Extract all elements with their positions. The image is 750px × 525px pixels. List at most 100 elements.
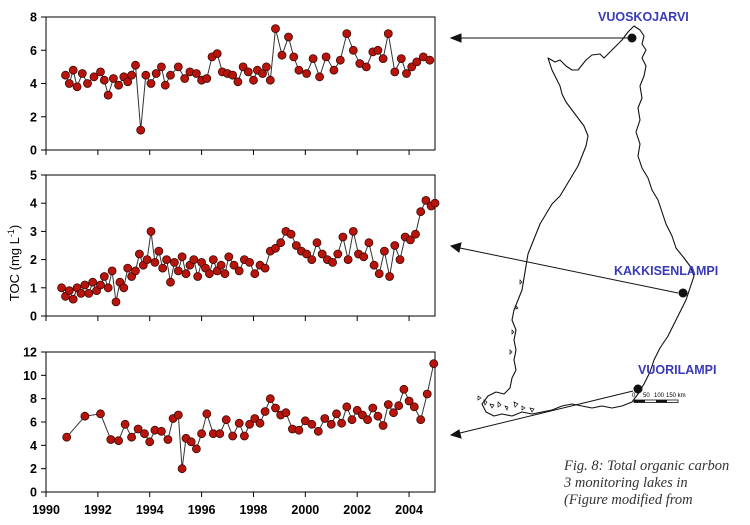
x-tick-label: 2000 [291, 503, 319, 517]
data-point [326, 419, 336, 429]
lake-label-kakkisenlampi: KAKKISENLAMPI [614, 264, 718, 278]
data-point [166, 277, 175, 287]
data-point [111, 297, 121, 307]
data-point [204, 269, 214, 279]
x-axis-tick-labels: 1990 1992 1994 1996 1998 2000 2002 2004 [32, 503, 423, 517]
data-point [208, 255, 218, 265]
data-point [228, 431, 238, 441]
data-point [141, 70, 151, 80]
data-point [348, 45, 358, 55]
data-point [177, 252, 187, 262]
y-tick-label: 2 [30, 253, 37, 267]
x-tick-label: 1996 [188, 503, 216, 517]
data-point [181, 269, 191, 279]
data-point [276, 238, 286, 248]
data-point [332, 409, 341, 419]
data-point [180, 74, 190, 83]
data-point [76, 288, 86, 298]
data-point [186, 437, 196, 447]
scale-label-150: 150 km [666, 393, 686, 399]
x-tick-label: 1992 [84, 503, 112, 517]
data-point [89, 72, 99, 82]
data-point [154, 246, 164, 256]
data-point [96, 409, 105, 419]
chart-panel-kakkisenlampi: 0 1 2 3 4 5 [30, 169, 440, 324]
data-point [127, 70, 137, 80]
data-point [359, 252, 369, 262]
y-tick-label: 4 [30, 197, 37, 211]
data-point [119, 283, 129, 293]
data-point [378, 421, 388, 430]
data-point [160, 80, 170, 90]
data-point [271, 243, 280, 253]
x-tick-label: 1994 [136, 503, 164, 517]
data-point [163, 435, 173, 444]
lake-marker-vuoskojarvi [627, 33, 637, 43]
data-point [80, 280, 90, 290]
data-point [197, 429, 207, 439]
y-axis-label-exponent: -1 [6, 229, 16, 237]
data-point [373, 411, 383, 421]
data-point [134, 249, 144, 259]
y-tick-label: 0 [30, 486, 37, 500]
data-point [114, 436, 123, 446]
data-point [255, 418, 265, 428]
data-point [307, 419, 317, 429]
plot-frame-kakkisenlampi [45, 174, 436, 317]
data-point [369, 260, 379, 270]
data-point [220, 269, 230, 279]
data-point [131, 266, 140, 276]
scale-label-100: 100 [654, 393, 665, 399]
data-point [151, 69, 161, 78]
y-tick-label: 2 [30, 462, 37, 476]
data-point [260, 263, 270, 273]
data-point [422, 389, 432, 399]
data-point [411, 229, 420, 239]
data-point [107, 266, 117, 276]
y-tick-label: 12 [23, 346, 37, 360]
data-point [61, 70, 70, 80]
data-point [140, 429, 149, 439]
data-point [416, 415, 426, 425]
data-point [284, 32, 293, 42]
data-point [80, 411, 90, 421]
data-point [212, 49, 222, 58]
data-point [291, 241, 301, 250]
data-point [57, 283, 66, 293]
data-point [333, 249, 343, 259]
data-point [389, 408, 398, 418]
data-point [243, 67, 253, 77]
data-point [120, 419, 130, 429]
y-tick-label: 1 [30, 281, 37, 295]
data-point [317, 249, 327, 259]
data-point [312, 238, 322, 248]
archipelago-islands [477, 279, 535, 413]
data-point [249, 75, 258, 85]
arrow-vuorilampi [459, 390, 634, 434]
data-point [177, 464, 187, 474]
data-point [123, 263, 133, 273]
data-point [189, 255, 199, 265]
data-point [96, 67, 105, 77]
data-point [239, 431, 249, 441]
y-tick-label: 8 [30, 392, 37, 406]
lake-label-vuoskojarvi: VUOSKOJARVI [598, 10, 689, 24]
data-point [315, 72, 325, 82]
data-point [64, 79, 74, 88]
y-axis-label-close: ) [7, 225, 22, 229]
data-point [394, 401, 404, 411]
data-point [109, 74, 118, 83]
data-point [234, 266, 244, 276]
data-point [103, 90, 113, 100]
data-point [114, 80, 123, 90]
data-point [390, 67, 400, 77]
data-point [378, 54, 388, 63]
data-point [84, 288, 94, 298]
x-tick-label: 2004 [395, 503, 423, 517]
data-point [169, 257, 179, 267]
data-point [307, 255, 317, 265]
data-point [302, 249, 312, 259]
caption-line: (Figure modified from [564, 492, 693, 508]
data-point [364, 238, 374, 248]
data-point [145, 437, 155, 447]
